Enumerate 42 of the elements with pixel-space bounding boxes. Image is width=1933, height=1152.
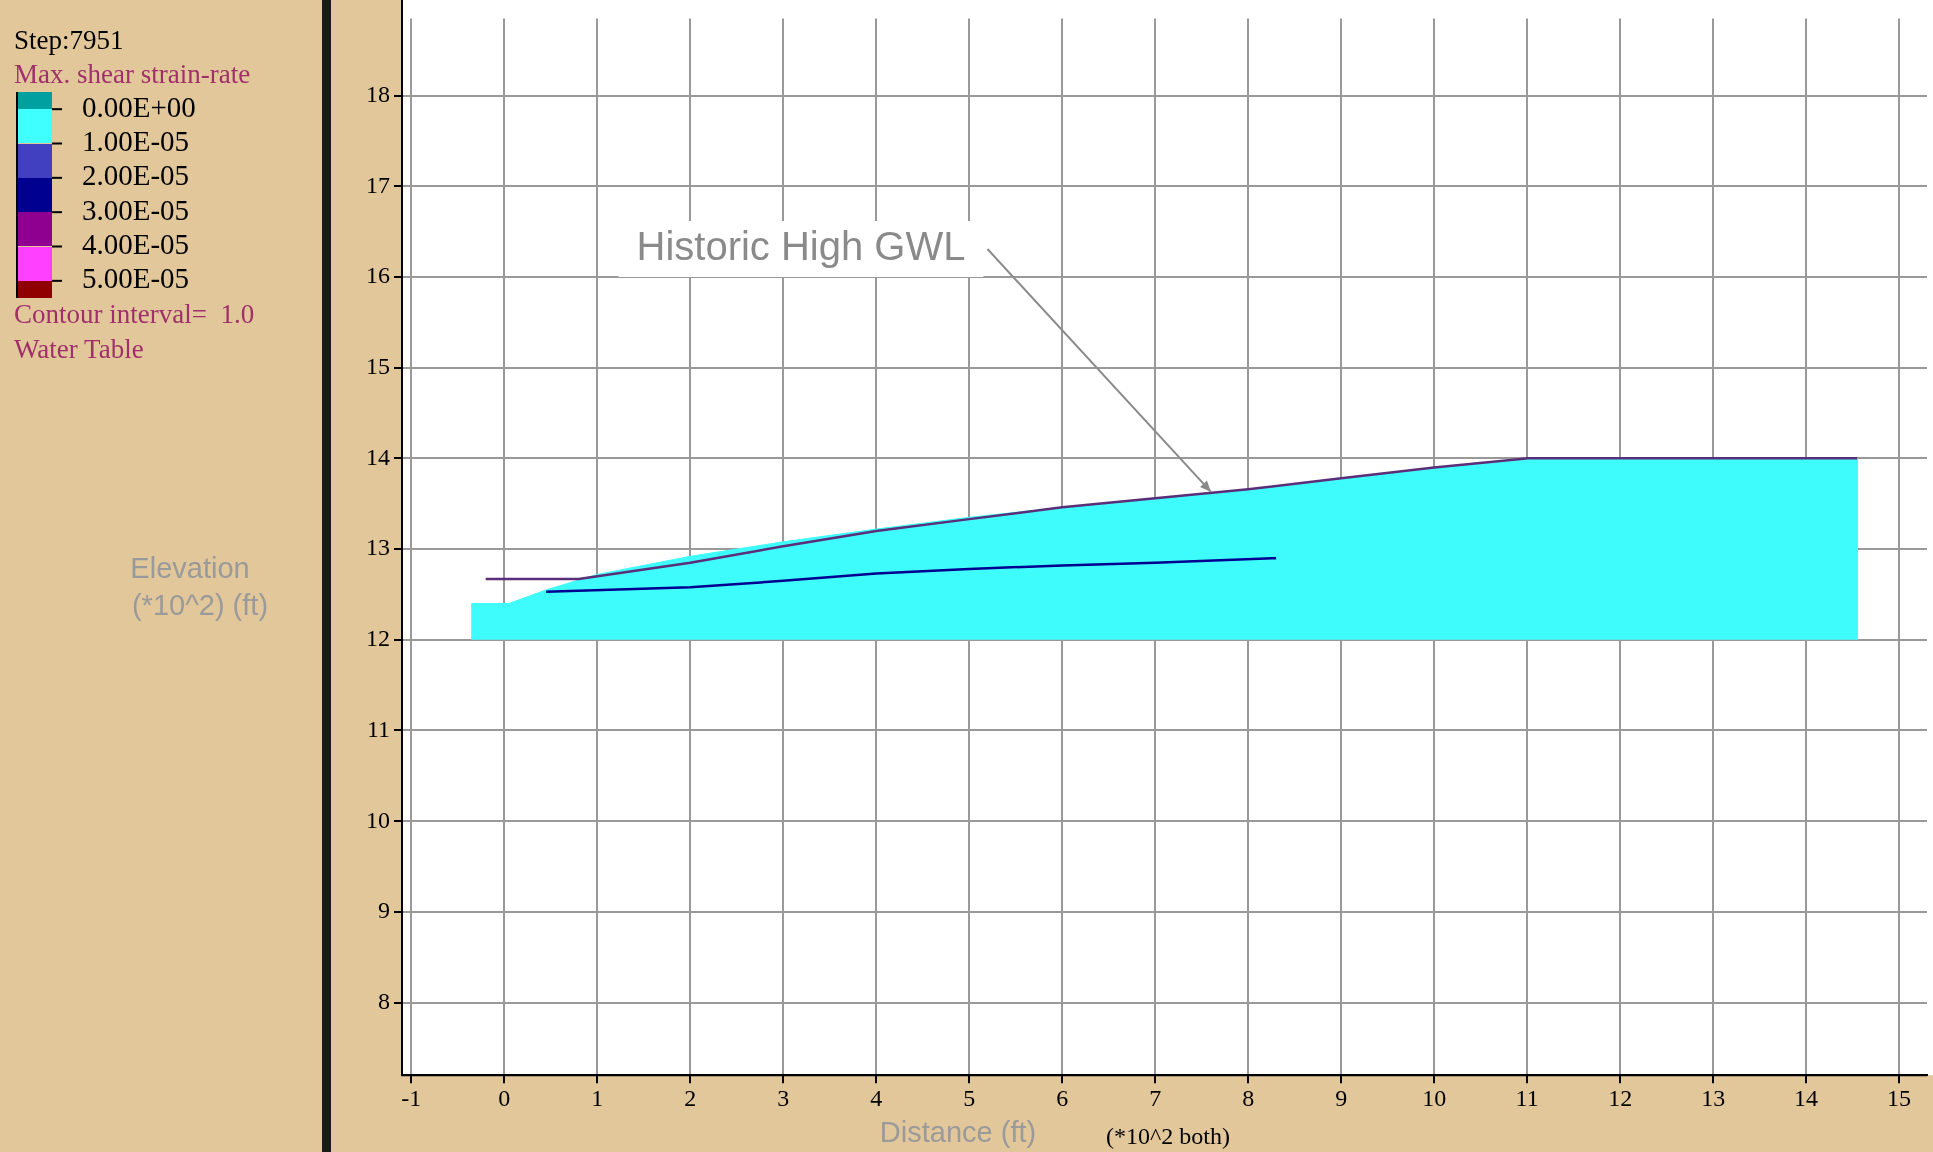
y-tick-label: 10 bbox=[366, 806, 390, 833]
x-tick-label: 1 bbox=[591, 1084, 604, 1111]
text: Water Table bbox=[14, 334, 144, 365]
color-bar-label: 0.00E+00 bbox=[82, 90, 196, 123]
y-tick-label: 18 bbox=[366, 80, 390, 107]
y-tick-label: 9 bbox=[378, 897, 390, 924]
y-tick-label: 14 bbox=[366, 443, 390, 470]
y-tick-label: 13 bbox=[366, 534, 390, 561]
x-axis-title: Distance (ft) bbox=[879, 1116, 1037, 1148]
x-tick-label: 13 bbox=[1701, 1084, 1726, 1111]
color-bar-label: 5.00E-05 bbox=[82, 262, 190, 295]
text: (*10^2 both) bbox=[1106, 1123, 1230, 1150]
color-bar-label: 1.00E-05 bbox=[82, 125, 190, 158]
color-bar-label: 4.00E-05 bbox=[82, 228, 190, 261]
x-tick-label: 3 bbox=[777, 1084, 790, 1111]
x-tick-label: 14 bbox=[1794, 1084, 1819, 1111]
x-tick-label: 15 bbox=[1887, 1084, 1912, 1111]
annotation: Historic High GWL bbox=[636, 224, 966, 269]
x-tick-label: 9 bbox=[1335, 1084, 1348, 1111]
text: Contour interval= 1.0 bbox=[14, 299, 255, 330]
y-tick-label: 11 bbox=[366, 715, 390, 742]
y-tick-label: 16 bbox=[366, 262, 390, 289]
y-axis-title: Elevation (*10^2) (ft) bbox=[130, 552, 269, 621]
x-tick-label: 5 bbox=[963, 1084, 976, 1111]
y-tick-label: 17 bbox=[366, 171, 390, 198]
x-tick-label: 4 bbox=[870, 1084, 883, 1111]
x-tick-label: -1 bbox=[401, 1084, 422, 1111]
x-tick-label: 6 bbox=[1056, 1084, 1069, 1111]
x-tick-label: 12 bbox=[1608, 1084, 1633, 1111]
text: Step:7951 bbox=[14, 25, 124, 56]
x-tick-label: 10 bbox=[1422, 1084, 1447, 1111]
x-tick-label: 0 bbox=[498, 1084, 511, 1111]
color-bar-label: 3.00E-05 bbox=[82, 193, 190, 226]
y-tick-label: 12 bbox=[366, 625, 390, 652]
color-bar-title: Max. shear strain-rate bbox=[14, 59, 251, 90]
x-tick-label: 8 bbox=[1242, 1084, 1255, 1111]
y-tick-label: 8 bbox=[378, 987, 390, 1014]
color-bar-label: 2.00E-05 bbox=[82, 159, 190, 192]
x-tick-label: 2 bbox=[684, 1084, 697, 1111]
x-tick-label: 7 bbox=[1149, 1084, 1162, 1111]
x-tick-label: 11 bbox=[1515, 1084, 1539, 1111]
y-tick-label: 15 bbox=[366, 352, 390, 379]
